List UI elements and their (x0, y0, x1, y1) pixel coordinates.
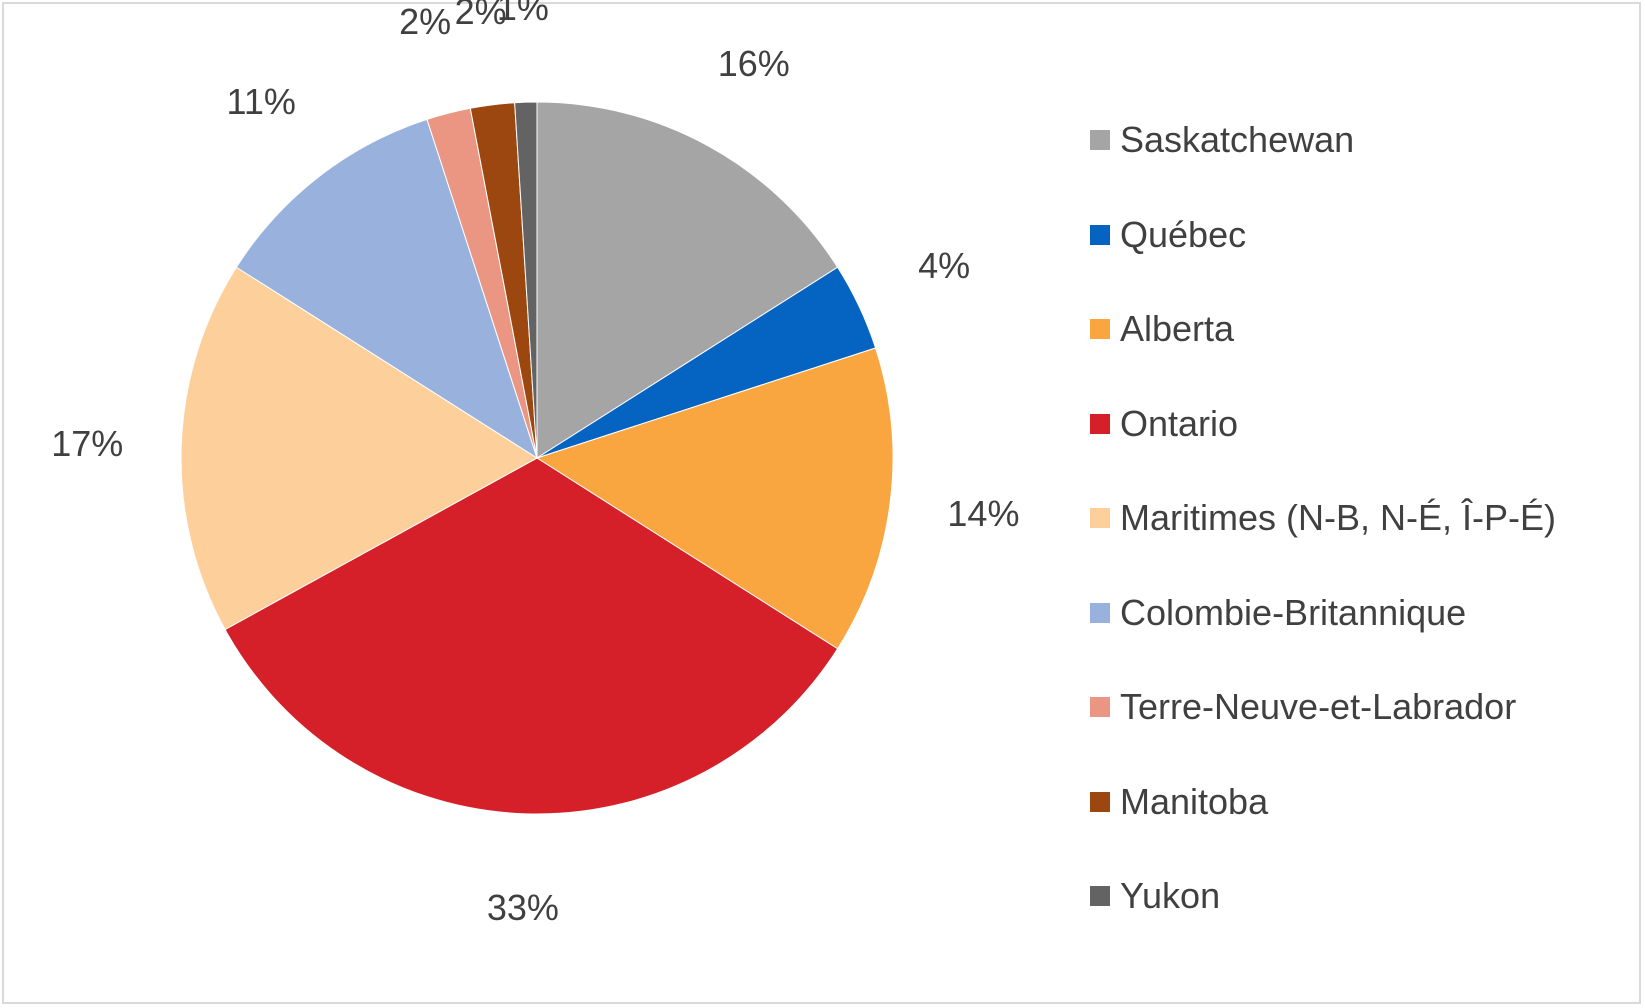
legend-label: Saskatchewan (1120, 119, 1355, 160)
legend-item: Québec (1090, 213, 1247, 255)
slice-percent-label: 33% (486, 886, 559, 928)
slice-percent-label: 11% (226, 81, 296, 123)
pie-slice (180, 266, 538, 631)
legend-swatch (1090, 413, 1110, 434)
slice-percent-label: 2% (454, 0, 507, 32)
legend-label: Ontario (1120, 402, 1239, 444)
legend-label: Québec (1120, 213, 1247, 255)
legend-item: Maritimes (N-B, N-É, Î-P-É) (1090, 497, 1556, 538)
pie-slice (514, 101, 538, 459)
legend-label: Terre-Neuve-et-Labrador (1120, 686, 1517, 727)
pie-slice (536, 101, 839, 459)
legend-item: Colombie-Britannique (1090, 591, 1467, 633)
pie-slice (235, 118, 538, 460)
legend-item: Yukon (1090, 875, 1221, 916)
legend-label: Alberta (1120, 308, 1235, 349)
legend-swatch (1090, 130, 1110, 150)
legend-swatch (1090, 319, 1110, 339)
legend-label: Colombie-Britannique (1120, 591, 1467, 633)
legend-swatch (1090, 886, 1110, 906)
slice-percent-label: 16% (717, 42, 790, 84)
slice-percent-label: 14% (947, 493, 1020, 535)
legend-item: Saskatchewan (1090, 119, 1355, 160)
legend-label: Maritimes (N-B, N-É, Î-P-É) (1120, 497, 1556, 538)
legend-swatch (1090, 791, 1110, 812)
legend-swatch (1090, 224, 1110, 245)
legend-item: Alberta (1090, 308, 1235, 349)
slice-percent-label: 2% (399, 1, 452, 43)
legend-swatch (1090, 508, 1110, 528)
legend-label: Manitoba (1120, 780, 1269, 822)
pie-slice (224, 457, 839, 815)
pie-slice (535, 347, 894, 650)
legend-swatch (1090, 602, 1110, 623)
legend-swatch (1090, 697, 1110, 717)
legend-item: Manitoba (1090, 780, 1269, 822)
slice-percent-label: 17% (51, 422, 124, 464)
slice-percent-label: 4% (918, 245, 971, 287)
legend-item: Ontario (1090, 402, 1239, 444)
legend-label: Yukon (1120, 875, 1221, 916)
slice-percent-label: 1% (496, 0, 549, 29)
legend-item: Terre-Neuve-et-Labrador (1090, 686, 1517, 727)
